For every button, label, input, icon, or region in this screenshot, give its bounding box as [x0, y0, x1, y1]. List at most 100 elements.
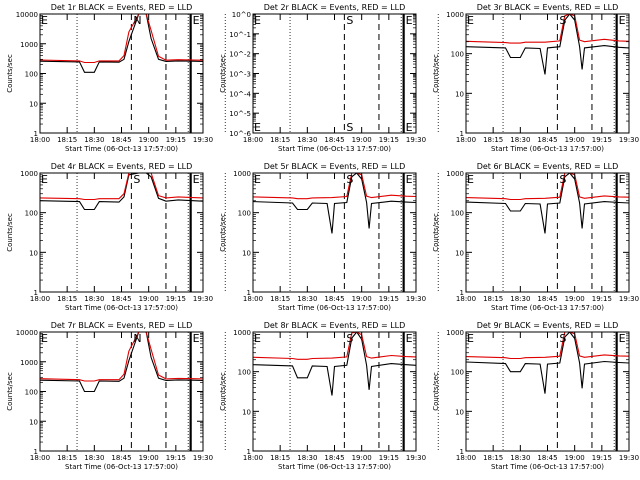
plot-frame — [465, 331, 630, 452]
marker-mid-bottom: S — [346, 121, 353, 134]
x-tick-label: 18:30 — [510, 136, 530, 144]
y-axis-label: Counts/sec — [219, 213, 227, 252]
y-tick-label: 1000 — [233, 170, 251, 178]
y-tick-label: 100 — [238, 369, 251, 377]
x-tick-label: 18:00 — [30, 295, 50, 303]
y-tick-label: 1 — [34, 130, 38, 138]
y-tick-label: 100 — [25, 389, 38, 397]
x-tick-label: 19:15 — [166, 295, 186, 303]
x-tick-label: 18:30 — [510, 454, 530, 462]
x-tick-label: 18:00 — [243, 136, 263, 144]
panel-title: Det 7r BLACK = Events, RED = LLD — [51, 321, 193, 330]
marker-mid: S — [559, 173, 566, 186]
x-tick-label: 19:15 — [592, 295, 612, 303]
series-line-lld — [466, 332, 629, 360]
x-tick-label: 18:15 — [57, 295, 77, 303]
panel-title: Det 5r BLACK = Events, RED = LLD — [264, 162, 406, 171]
x-tick-label: 19:30 — [406, 454, 426, 462]
plot-frame — [465, 172, 630, 293]
x-axis-label: Start Time (06-Oct-13 17:57:00) — [278, 463, 391, 471]
y-axis-label: Counts/sec — [432, 372, 440, 411]
x-tick-label: 19:00 — [565, 136, 585, 144]
marker-right: E — [619, 332, 626, 345]
y-tick-label: 1000 — [20, 170, 38, 178]
x-tick-label: 18:45 — [537, 136, 557, 144]
marker-mid: S — [346, 14, 353, 27]
y-axis-label: Counts/sec — [6, 54, 14, 93]
series-line-events — [253, 173, 416, 234]
x-axis-label: Start Time (06-Oct-13 17:57:00) — [65, 145, 178, 153]
x-tick-label: 18:45 — [537, 454, 557, 462]
x-axis-label: Start Time (06-Oct-13 17:57:00) — [491, 145, 604, 153]
y-tick-label: 10^0 — [232, 11, 251, 19]
x-tick-label: 19:00 — [352, 136, 372, 144]
y-tick-label: 10 — [29, 100, 38, 108]
marker-mid: N — [133, 14, 141, 27]
marker-right: E — [193, 332, 200, 345]
x-tick-label: 18:45 — [537, 295, 557, 303]
panel-title: Det 9r BLACK = Events, RED = LLD — [477, 321, 619, 330]
plot-frame — [465, 13, 630, 134]
plot-frame — [39, 172, 204, 293]
detector-panel: Det 4r BLACK = Events, RED = LLD 1 10 100 10… — [6, 162, 226, 312]
x-axis-label: Start Time (06-Oct-13 17:57:00) — [491, 304, 604, 312]
marker-left: E — [41, 14, 48, 27]
detector-panel: Det 5r BLACK = Events, RED = LLD 1 10 100 10… — [219, 162, 439, 312]
detector-panel: Det 8r BLACK = Events, RED = LLD 1 10 100 10… — [219, 321, 439, 471]
marker-right: E — [619, 14, 626, 27]
x-tick-label: 18:45 — [324, 295, 344, 303]
marker-right: E — [406, 332, 413, 345]
panel-title: Det 8r BLACK = Events, RED = LLD — [264, 321, 406, 330]
plot-frame — [252, 13, 417, 134]
plot-frame — [39, 331, 204, 452]
x-tick-label: 18:45 — [111, 136, 131, 144]
plot-frame — [252, 331, 417, 452]
marker-left: E — [254, 14, 261, 27]
marker-mid: S — [346, 173, 353, 186]
x-tick-label: 19:15 — [166, 136, 186, 144]
x-axis-label: Start Time (06-Oct-13 17:57:00) — [278, 145, 391, 153]
y-tick-label: 1000 — [20, 359, 38, 367]
y-tick-label: 10^-1 — [229, 31, 251, 39]
x-tick-label: 19:15 — [592, 136, 612, 144]
series-line-lld — [466, 173, 629, 201]
x-tick-label: 18:15 — [483, 454, 503, 462]
x-tick-label: 18:15 — [270, 295, 290, 303]
x-tick-label: 18:00 — [243, 295, 263, 303]
marker-right: E — [406, 14, 413, 27]
y-axis-label: Counts/sec — [219, 372, 227, 411]
y-tick-label: 1000 — [446, 329, 464, 337]
x-tick-label: 18:45 — [324, 136, 344, 144]
panel-title: Det 6r BLACK = Events, RED = LLD — [477, 162, 619, 171]
panel-title: Det 1r BLACK = Events, RED = LLD — [51, 3, 193, 12]
x-tick-label: 18:15 — [57, 454, 77, 462]
detector-panel: Det 3r BLACK = Events, RED = LLD 1 10 100 10… — [432, 3, 639, 153]
detector-panel: Det 7r BLACK = Events, RED = LLD 1 10 100 10… — [6, 321, 226, 471]
x-tick-label: 18:00 — [456, 454, 476, 462]
x-tick-label: 19:30 — [193, 295, 213, 303]
detector-panel: Det 1r BLACK = Events, RED = LLD 1 10 100 10… — [6, 3, 226, 153]
y-tick-label: 10 — [455, 249, 464, 257]
y-tick-label: 10^-6 — [229, 130, 251, 138]
y-tick-label: 1 — [460, 130, 464, 138]
marker-left: E — [41, 332, 48, 345]
marker-mid: N — [133, 332, 141, 345]
x-tick-label: 18:00 — [30, 136, 50, 144]
y-tick-label: 10^-4 — [229, 90, 251, 98]
x-tick-label: 18:30 — [510, 295, 530, 303]
x-tick-label: 18:00 — [243, 454, 263, 462]
y-tick-label: 10 — [242, 249, 251, 257]
y-tick-label: 10000 — [16, 329, 38, 337]
y-tick-label: 100 — [451, 369, 464, 377]
x-tick-label: 18:30 — [84, 136, 104, 144]
x-tick-label: 18:15 — [270, 136, 290, 144]
y-tick-label: 100 — [25, 210, 38, 218]
marker-left-bottom: E — [254, 121, 261, 134]
series-line-events — [40, 173, 203, 211]
detector-panel: Det 2r BLACK = Events, RED = LLD 10^0 10^-… — [219, 3, 439, 153]
x-tick-label: 18:30 — [297, 295, 317, 303]
x-axis-label: Start Time (06-Oct-13 17:57:00) — [65, 463, 178, 471]
marker-mid: S — [133, 173, 140, 186]
series-line-lld — [253, 332, 416, 360]
y-tick-label: 1000 — [233, 329, 251, 337]
